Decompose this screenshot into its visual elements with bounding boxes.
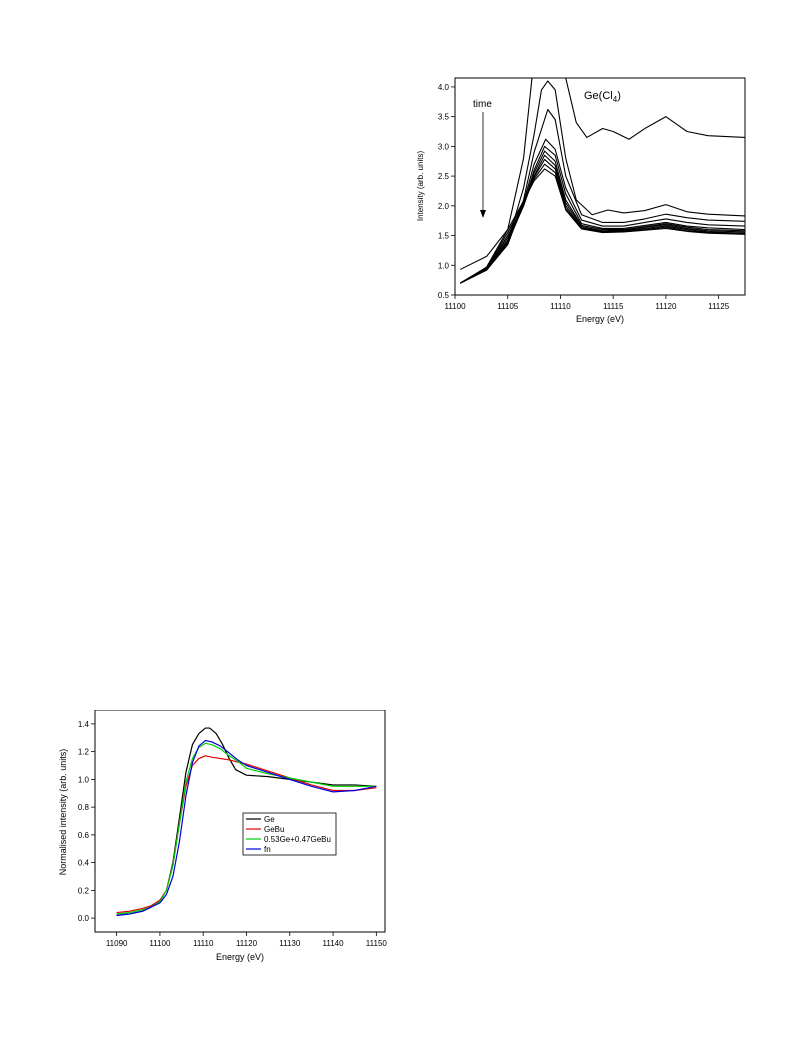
legend: Ge GeBu 0.53Ge+0.47GeBu fn	[242, 812, 337, 856]
series-line	[460, 150, 745, 284]
y-tick-label: 3.5	[438, 113, 450, 122]
x-tick-label: 11150	[366, 939, 388, 948]
y-tick-label: 1.4	[78, 720, 90, 729]
y-tick-label: 4.0	[438, 83, 450, 92]
x-axis-label: Energy (eV)	[216, 952, 264, 962]
x-tick-label: 11125	[708, 302, 730, 311]
y-tick-label: 2.0	[438, 202, 450, 211]
series-line	[459, 80, 745, 284]
x-tick-label: 11130	[279, 939, 301, 948]
legend-label-gebu: GeBu	[264, 825, 284, 834]
x-tick-label: 11110	[193, 939, 214, 948]
y-tick-label: 3.0	[438, 142, 450, 151]
legend-box	[242, 812, 337, 856]
series-line	[459, 163, 745, 284]
y-tick-label: 0.4	[78, 859, 90, 868]
time-label: time	[473, 99, 492, 110]
series-line	[116, 742, 377, 915]
y-axis: 0.0 0.2 0.4 0.6 0.8 1.0 1.2 1.4	[78, 720, 95, 923]
x-tick-label: 11090	[106, 939, 128, 948]
y-tick-label: 1.0	[438, 261, 450, 270]
chart-bottom: 11090 11100 11110 11120 11130 11140 11150 0.00…	[58, 710, 388, 962]
compound-label: Ge(Cl4)	[584, 90, 621, 104]
x-tick-label: 11100	[444, 302, 466, 311]
y-axis-label: Intensity (arb. units)	[416, 151, 425, 222]
series-line	[459, 158, 745, 284]
y-tick-label: 2.5	[438, 172, 450, 181]
x-tick-label: 11120	[236, 939, 258, 948]
x-tick-label: 11120	[655, 302, 677, 311]
plot-frame	[454, 77, 746, 296]
series-line	[460, 78, 745, 270]
series-line	[460, 145, 745, 284]
y-tick-label: 0.2	[78, 886, 90, 895]
series-lines	[116, 727, 377, 916]
x-tick-label: 11115	[603, 302, 624, 311]
series-line	[116, 739, 377, 916]
chart-top: 11100 11105 11110 11115 11120 11125 0.5 1.0 1.5…	[416, 77, 746, 324]
series-line	[459, 168, 745, 284]
x-tick-label: 11100	[149, 939, 171, 948]
x-axis: 11100 11105 11110 11115 11120 11125	[444, 295, 730, 311]
x-tick-label: 11140	[323, 939, 345, 948]
y-tick-label: 0.0	[78, 914, 90, 923]
series-line	[116, 755, 377, 914]
y-tick-label: 1.2	[78, 748, 90, 757]
x-tick-label: 11110	[550, 302, 571, 311]
series-lines	[459, 78, 745, 284]
y-tick-label: 1.5	[438, 232, 450, 241]
y-tick-label: 1.0	[78, 775, 90, 784]
plot-frame	[94, 710, 386, 933]
series-line	[460, 108, 745, 284]
legend-label-fit: 0.53Ge+0.47GeBu	[264, 835, 331, 844]
y-tick-label: 0.8	[78, 803, 90, 812]
y-axis-label: Normalised intensity (arb. units)	[58, 749, 68, 876]
y-tick-label: 0.6	[78, 831, 90, 840]
y-axis: 0.5 1.0 1.5 2.0 2.5 3.0 3.5 4.0	[438, 83, 455, 300]
time-arrow-head	[480, 210, 486, 218]
x-axis-label: Energy (eV)	[576, 314, 624, 324]
y-tick-label: 0.5	[438, 291, 450, 300]
legend-label-fn: fn	[264, 845, 271, 854]
x-axis: 11090 11100 11110 11120 11130 11140 11150	[106, 932, 388, 948]
legend-label-ge: Ge	[264, 815, 275, 824]
x-tick-label: 11105	[497, 302, 519, 311]
series-line	[460, 154, 745, 284]
